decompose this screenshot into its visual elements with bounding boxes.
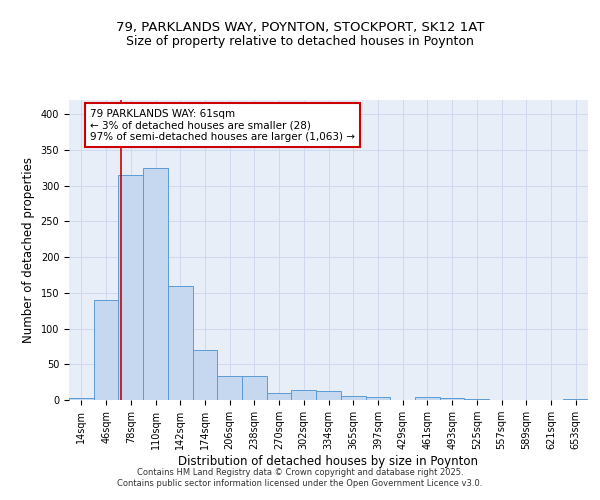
Text: 79, PARKLANDS WAY, POYNTON, STOCKPORT, SK12 1AT: 79, PARKLANDS WAY, POYNTON, STOCKPORT, S… bbox=[116, 21, 484, 34]
Bar bbox=[217, 376, 242, 400]
Text: Contains HM Land Registry data © Crown copyright and database right 2025.
Contai: Contains HM Land Registry data © Crown c… bbox=[118, 468, 482, 487]
Bar bbox=[242, 376, 267, 400]
Bar bbox=[69, 398, 94, 400]
Bar bbox=[316, 390, 341, 400]
Bar bbox=[143, 168, 168, 400]
Text: 79 PARKLANDS WAY: 61sqm
← 3% of detached houses are smaller (28)
97% of semi-det: 79 PARKLANDS WAY: 61sqm ← 3% of detached… bbox=[90, 108, 355, 142]
Bar bbox=[267, 393, 292, 400]
Bar bbox=[415, 397, 440, 400]
X-axis label: Distribution of detached houses by size in Poynton: Distribution of detached houses by size … bbox=[179, 455, 479, 468]
Bar bbox=[292, 390, 316, 400]
Bar bbox=[341, 396, 365, 400]
Bar bbox=[193, 350, 217, 400]
Y-axis label: Number of detached properties: Number of detached properties bbox=[22, 157, 35, 343]
Bar bbox=[440, 398, 464, 400]
Bar bbox=[365, 397, 390, 400]
Bar bbox=[168, 286, 193, 400]
Bar bbox=[118, 175, 143, 400]
Bar bbox=[563, 398, 588, 400]
Bar bbox=[94, 300, 118, 400]
Text: Size of property relative to detached houses in Poynton: Size of property relative to detached ho… bbox=[126, 34, 474, 48]
